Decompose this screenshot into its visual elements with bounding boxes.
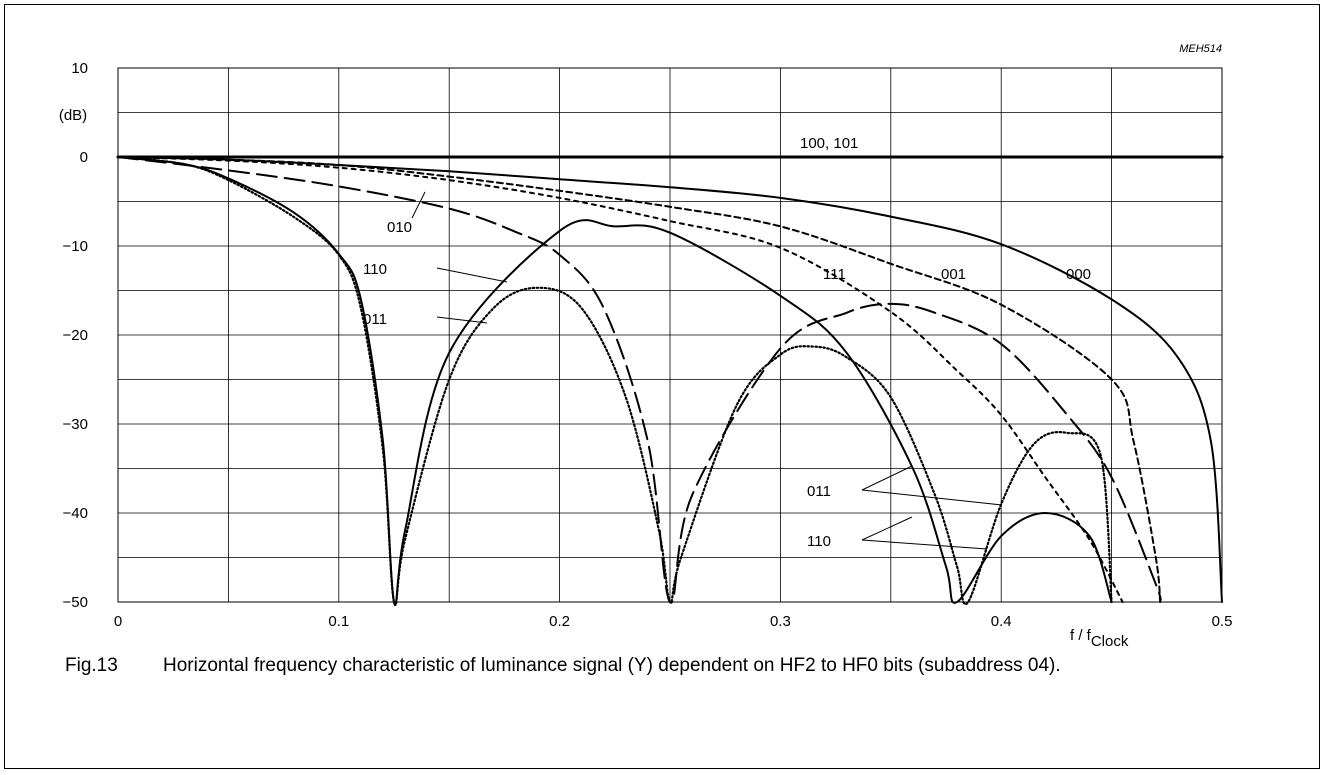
y-tick-label: −10	[63, 238, 88, 255]
curve-label: 010	[387, 219, 412, 236]
leader-line	[436, 316, 488, 324]
y-tick-label: −40	[63, 505, 88, 522]
series-010-line	[117, 156, 1162, 604]
y-tick-label: 0	[80, 149, 88, 166]
labels: MEH514 (dB) f / fClock	[59, 43, 1222, 650]
frequency-response-chart: 0 0.1 0.2 0.3 0.4 0.5 10 0 −10 −20 −30 −40 −50 MEH51…	[59, 43, 1233, 650]
x-tick-label: 0.5	[1212, 613, 1233, 630]
curve-label: 111	[823, 266, 846, 283]
figure-frame	[4, 4, 1320, 769]
x-tick-label: 0.2	[549, 613, 570, 630]
y-tick-label: −50	[63, 594, 88, 611]
axes: 0 0.1 0.2 0.3 0.4 0.5 10 0 −10 −20 −30 −40 −50	[63, 60, 1233, 630]
series-001-line	[117, 156, 1162, 603]
curve-label: 000	[1066, 266, 1091, 283]
y-tick-label: −30	[63, 416, 88, 433]
series-group	[116, 155, 1224, 606]
plot-border	[117, 67, 1223, 603]
leader-line	[861, 465, 913, 491]
x-axis-label-main: f / f	[1070, 627, 1092, 644]
caption-number: Fig.13	[65, 655, 118, 676]
y-axis-label: (dB)	[59, 107, 87, 124]
curve-label: 100, 101	[800, 135, 858, 152]
y-tick-label: 10	[71, 60, 88, 77]
curve-label: 110	[807, 533, 831, 550]
caption-text: Horizontal frequency characteristic of l…	[163, 655, 1061, 676]
leader-line	[436, 267, 508, 283]
grid	[117, 67, 1223, 603]
x-tick-label: 0.1	[328, 613, 349, 630]
y-tick-label: −20	[63, 327, 88, 344]
x-axis-label-sub: Clock	[1091, 633, 1129, 650]
curve-annotations: 100, 101 000 001 111 010 110 011 011 110	[363, 135, 1091, 550]
leader-line	[861, 489, 1003, 506]
chart-code: MEH514	[1179, 43, 1222, 55]
curve-label: 001	[941, 266, 966, 283]
x-axis-label: f / fClock	[1070, 627, 1129, 650]
x-tick-label: 0.4	[991, 613, 1012, 630]
x-tick-label: 0	[114, 613, 122, 630]
curve-label: 110	[363, 261, 387, 278]
curve-label: 011	[807, 483, 831, 500]
series-110-line	[117, 156, 1113, 606]
leader-line	[411, 191, 426, 219]
x-tick-label: 0.3	[770, 613, 791, 630]
series-011-line	[116, 155, 1113, 606]
curve-label: 011	[363, 311, 387, 328]
series-111-line	[117, 156, 1124, 603]
leader-line	[861, 516, 913, 541]
leader-line	[861, 539, 988, 550]
